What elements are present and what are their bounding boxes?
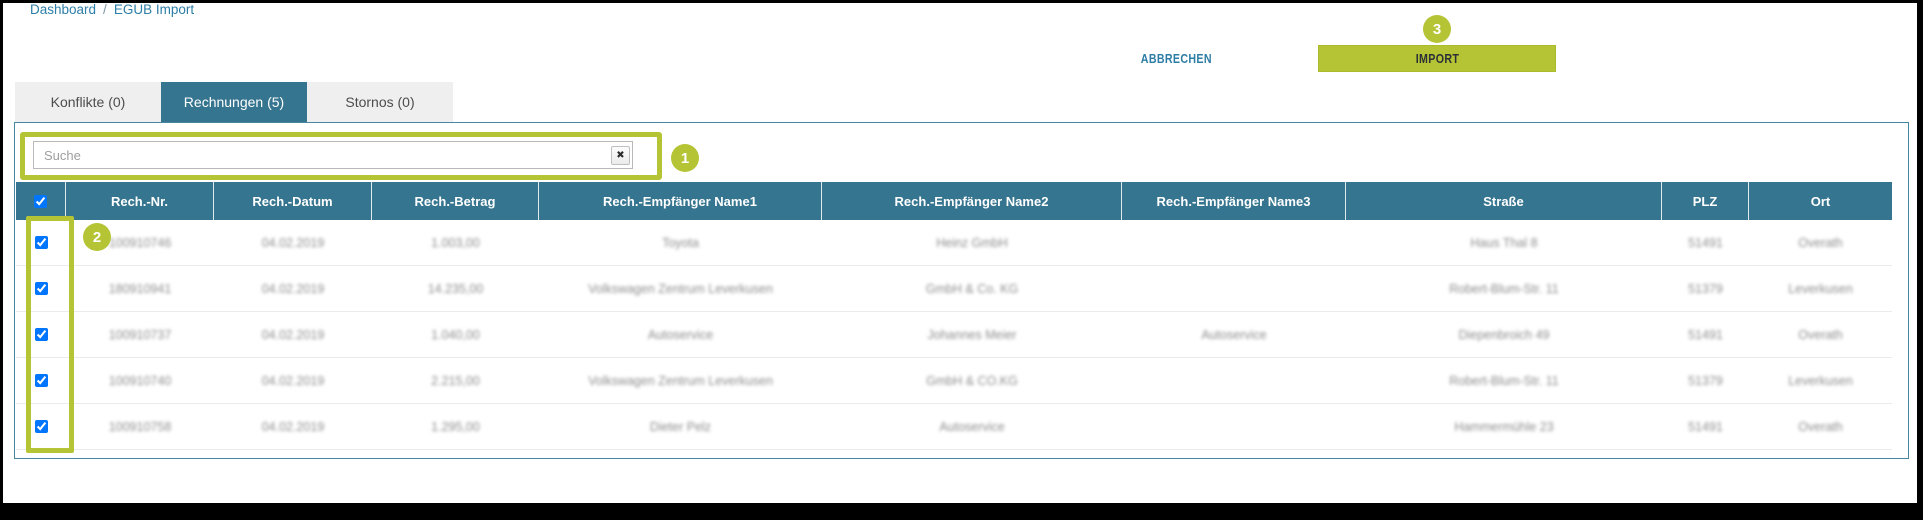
row-select-cell bbox=[16, 404, 66, 449]
row-select-cell bbox=[16, 312, 66, 357]
column-header: Rech.-Betrag bbox=[372, 182, 539, 220]
table-cell: Autoservice bbox=[1201, 327, 1267, 342]
column-header: PLZ bbox=[1662, 182, 1749, 220]
table-row[interactable]: 100910740 04.02.2019 2.215,00 Volkswagen Ze… bbox=[16, 358, 1892, 404]
table-cell: Volkswagen Zentrum Leverkusen bbox=[588, 373, 773, 388]
table-cell: 51379 bbox=[1688, 373, 1723, 388]
table-cell: Robert-Blum-Str. 11 bbox=[1449, 373, 1559, 388]
row-checkbox[interactable] bbox=[34, 374, 48, 387]
row-checkbox[interactable] bbox=[34, 282, 48, 295]
annotation-step-1-badge: 1 bbox=[671, 144, 699, 172]
cancel-button[interactable]: ABBRECHEN bbox=[1118, 51, 1234, 66]
table-cell: 04.02.2019 bbox=[261, 327, 325, 342]
table-row[interactable]: 100910758 04.02.2019 1.295,00 Dieter Pelz Au… bbox=[16, 404, 1892, 450]
table-cell: Toyota bbox=[662, 235, 699, 250]
table-cell: 100910758 bbox=[108, 419, 172, 434]
column-header: Ort bbox=[1810, 193, 1831, 209]
table-cell: Overath bbox=[1798, 419, 1843, 434]
import-button-label: IMPORT bbox=[1415, 51, 1459, 66]
table-cell: 1.295,00 bbox=[431, 419, 480, 434]
table-cell: Autoservice bbox=[647, 327, 714, 342]
table-cell: Robert-Blum-Str. 11 bbox=[1449, 281, 1559, 296]
table-cell: Overath bbox=[1798, 327, 1843, 342]
table-cell: Autoservice bbox=[939, 419, 1005, 434]
row-select-cell bbox=[16, 358, 66, 403]
select-all-checkbox[interactable] bbox=[34, 194, 47, 208]
row-checkbox[interactable] bbox=[34, 328, 48, 341]
search-input[interactable] bbox=[33, 141, 633, 169]
table-cell bbox=[1122, 266, 1346, 311]
table-cell: Heinz GmbH bbox=[936, 235, 1008, 250]
column-header: Rech.-Datum bbox=[214, 182, 372, 220]
column-header: Rech.-Empfänger Name2 bbox=[822, 182, 1122, 220]
table-cell: 51379 bbox=[1688, 281, 1723, 296]
table-body: 100910746 04.02.2019 1.003,00 Toyota Heinz G… bbox=[16, 220, 1892, 450]
row-checkbox[interactable] bbox=[34, 236, 48, 249]
row-checkbox[interactable] bbox=[34, 420, 48, 433]
tab-konflikte[interactable]: Konflikte (0) bbox=[15, 82, 161, 122]
table-cell: 51491 bbox=[1688, 327, 1723, 342]
breadcrumb-link-egub-import[interactable]: EGUB Import bbox=[113, 2, 195, 17]
annotation-step-3-badge: 3 bbox=[1423, 15, 1451, 43]
screenshot-frame-edge bbox=[1917, 0, 1923, 520]
table-cell: 2.215,00 bbox=[431, 373, 480, 388]
import-button[interactable]: IMPORT bbox=[1318, 45, 1556, 72]
search-clear-button[interactable]: ✖ bbox=[611, 146, 630, 165]
table-header-row: Rech.-Nr. Rech.-Datum Rech.-Betrag Rech.-Em… bbox=[16, 182, 1892, 220]
row-select-cell bbox=[16, 220, 66, 265]
breadcrumb-separator: / bbox=[103, 2, 107, 17]
table-cell: 100910737 bbox=[108, 327, 172, 342]
table-cell: GmbH & CO.KG bbox=[926, 373, 1018, 388]
row-select-cell bbox=[16, 266, 66, 311]
table-cell: 1.040,00 bbox=[431, 327, 480, 342]
table-cell: 180910941 bbox=[108, 281, 172, 296]
breadcrumb: Dashboard / EGUB Import bbox=[30, 2, 194, 17]
table-cell bbox=[1122, 404, 1346, 449]
table-cell: 14.235,00 bbox=[427, 281, 484, 296]
table-row[interactable]: 100910746 04.02.2019 1.003,00 Toyota Heinz G… bbox=[16, 220, 1892, 266]
column-header: Rech.-Nr. bbox=[66, 182, 214, 220]
column-header: Straße bbox=[1346, 182, 1662, 220]
tab-bar: Konflikte (0) Rechnungen (5) Stornos (0) bbox=[15, 82, 453, 122]
table-cell: Hammermühle 23 bbox=[1454, 419, 1554, 434]
table-cell: Leverkusen bbox=[1788, 281, 1853, 296]
table-row[interactable]: 100910737 04.02.2019 1.040,00 Autoservice Jo… bbox=[16, 312, 1892, 358]
table-cell: Johannes Meier bbox=[927, 327, 1017, 342]
cancel-button-label: ABBRECHEN bbox=[1140, 51, 1212, 66]
table-cell: 04.02.2019 bbox=[261, 419, 325, 434]
table-row[interactable]: 180910941 04.02.2019 14.235,00 Volkswagen Z… bbox=[16, 266, 1892, 312]
table-header-select-all-cell bbox=[16, 182, 66, 220]
table-cell: Diepenbroich 49 bbox=[1458, 327, 1550, 342]
table-cell: 04.02.2019 bbox=[261, 235, 325, 250]
table-cell: 100910740 bbox=[108, 373, 172, 388]
table-cell: 04.02.2019 bbox=[261, 373, 325, 388]
table-cell bbox=[1122, 220, 1346, 265]
table-cell: GmbH & Co. KG bbox=[925, 281, 1019, 296]
screenshot-frame-edge bbox=[0, 0, 3, 520]
tab-stornos[interactable]: Stornos (0) bbox=[307, 82, 453, 122]
table-cell: Volkswagen Zentrum Leverkusen bbox=[588, 281, 773, 296]
table-cell: 100910746 bbox=[108, 235, 172, 250]
breadcrumb-link-dashboard[interactable]: Dashboard bbox=[30, 2, 97, 17]
column-header: Rech.-Empfänger Name1 bbox=[539, 182, 822, 220]
screenshot-frame-edge bbox=[0, 0, 1923, 3]
table-cell: 51491 bbox=[1688, 235, 1723, 250]
screenshot-frame-edge bbox=[0, 503, 1923, 520]
table-cell: 51491 bbox=[1688, 419, 1723, 434]
table-cell: Haus Thal 8 bbox=[1470, 235, 1538, 250]
table-cell bbox=[1122, 358, 1346, 403]
table-cell: Overath bbox=[1798, 235, 1843, 250]
clear-x-icon: ✖ bbox=[616, 149, 625, 161]
table-cell: Dieter Pelz bbox=[649, 419, 712, 434]
table-cell: 04.02.2019 bbox=[261, 281, 325, 296]
column-header: Rech.-Empfänger Name3 bbox=[1122, 182, 1346, 220]
table-cell: 1.003,00 bbox=[431, 235, 480, 250]
annotation-step-2-badge: 2 bbox=[83, 223, 111, 251]
tab-rechnungen[interactable]: Rechnungen (5) bbox=[161, 82, 307, 122]
table-cell: Leverkusen bbox=[1788, 373, 1853, 388]
